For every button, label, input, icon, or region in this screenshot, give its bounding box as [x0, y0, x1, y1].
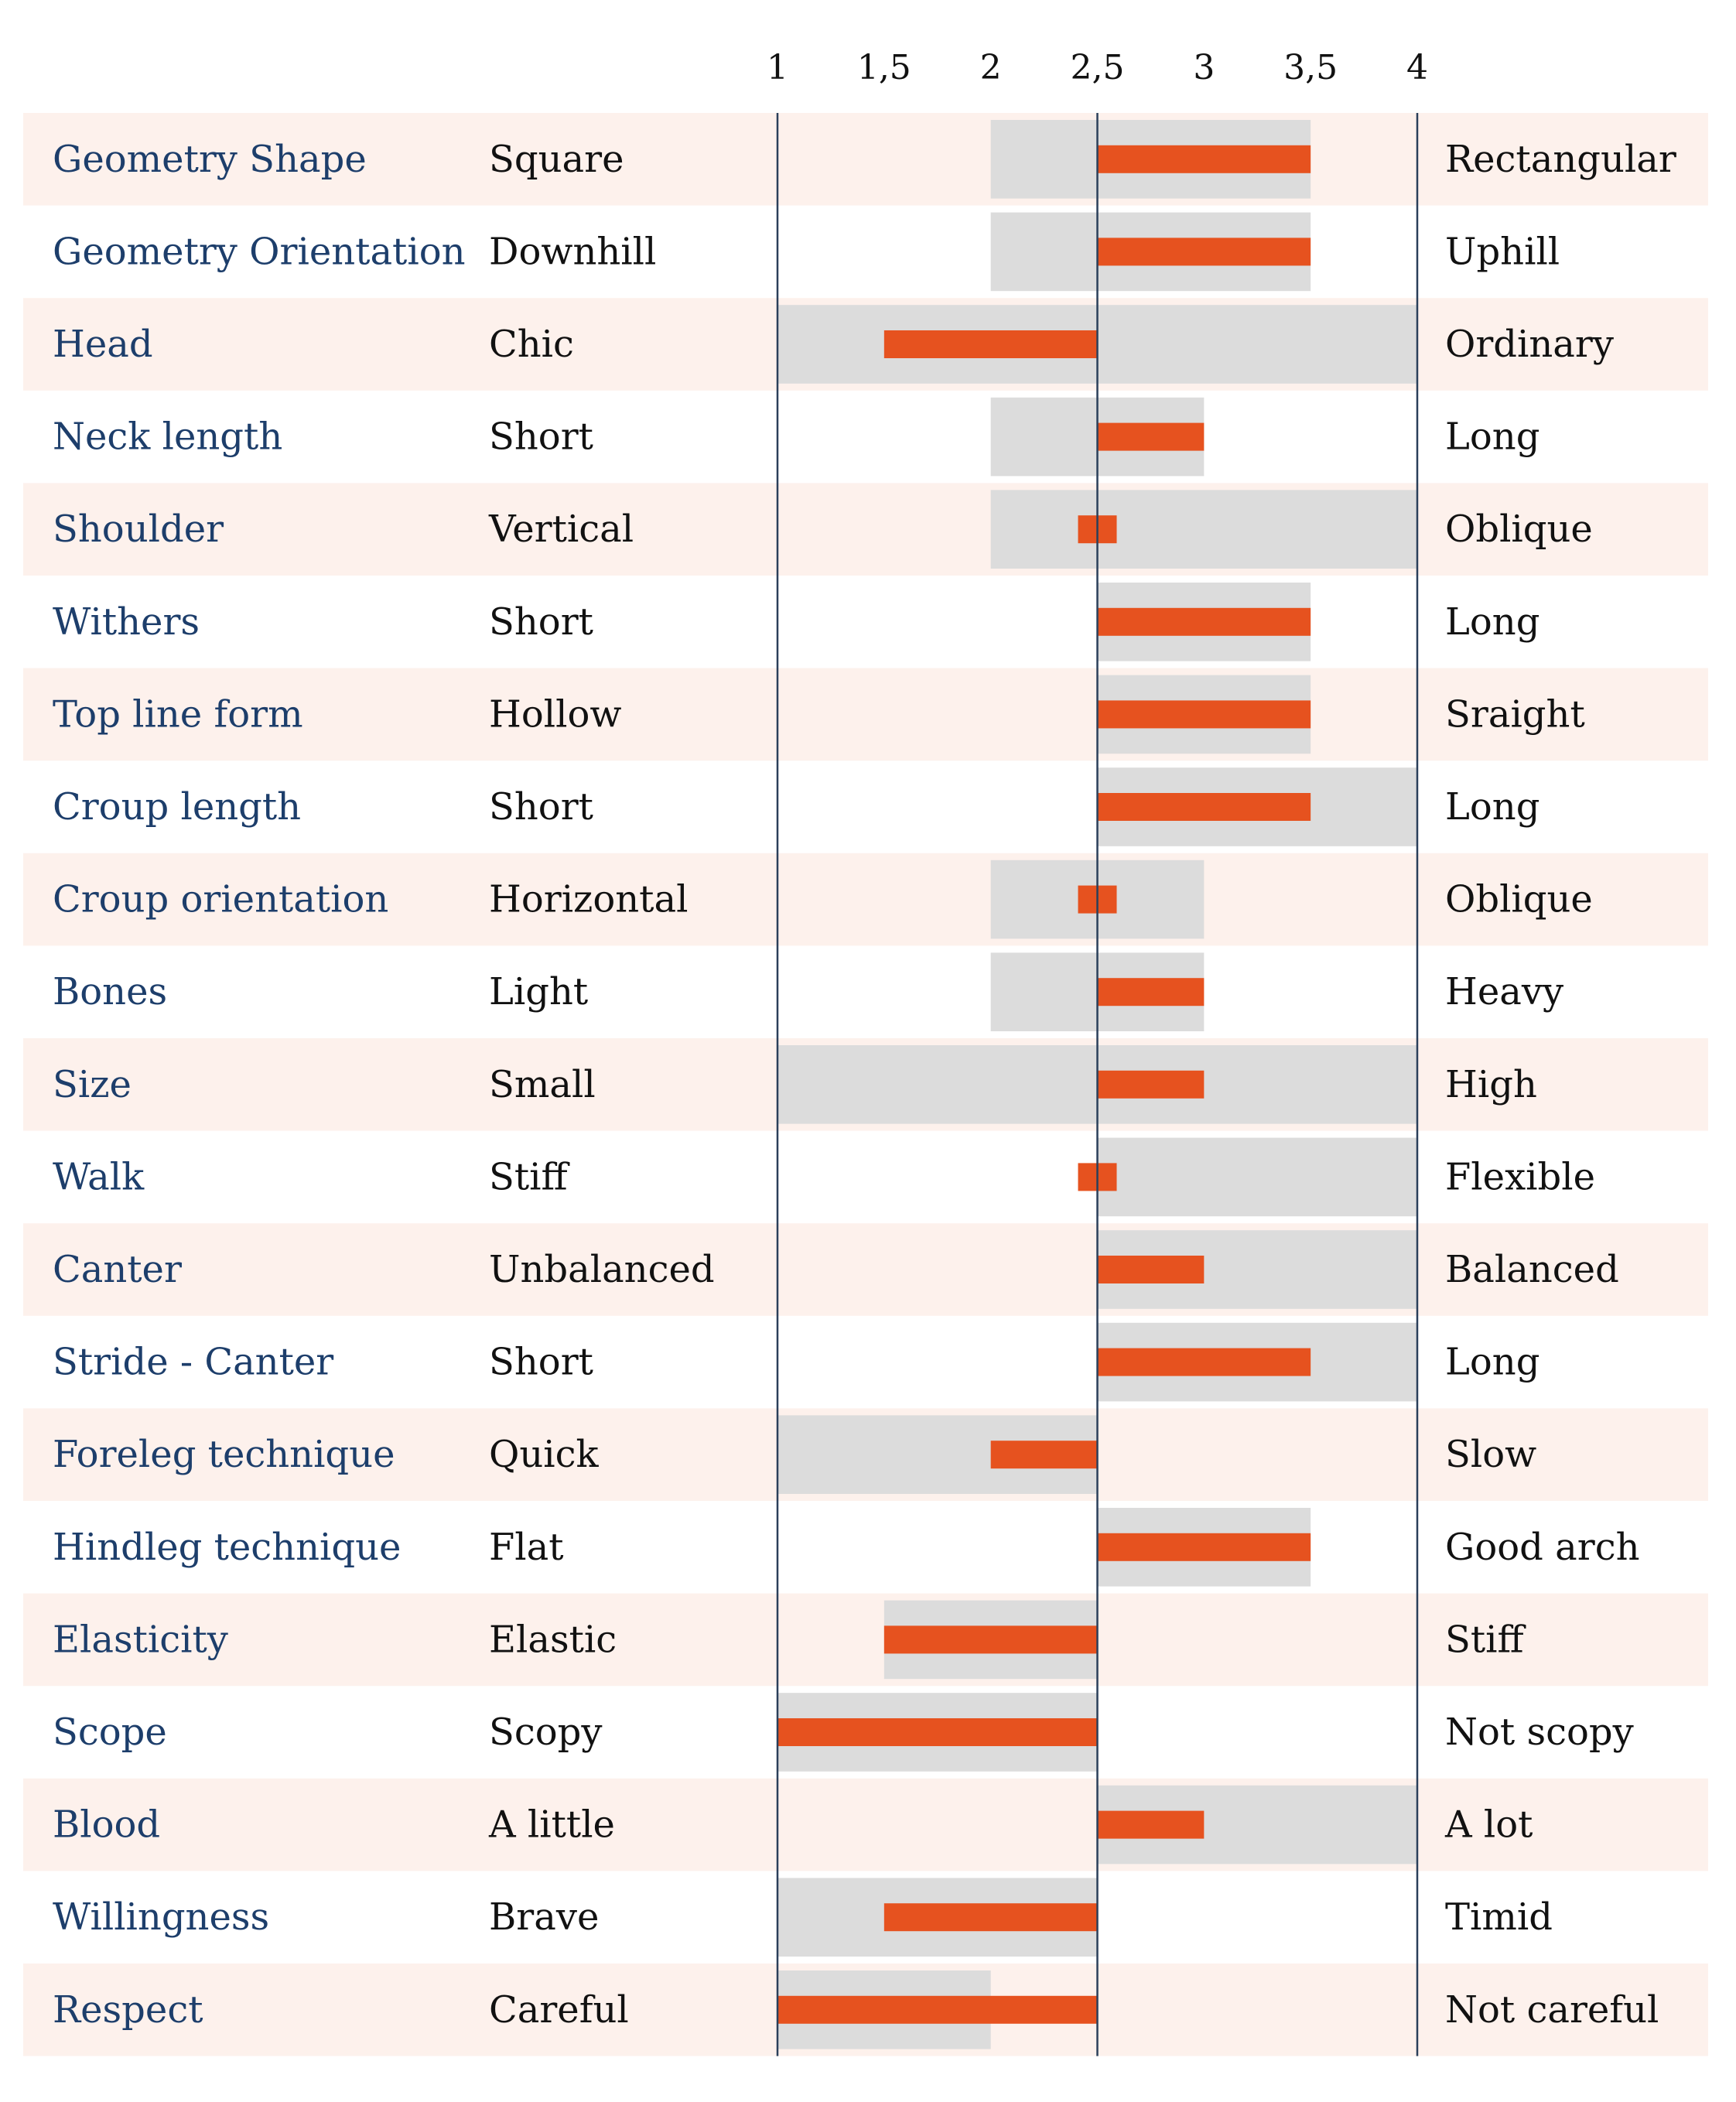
low-end-label: Scopy	[489, 1711, 603, 1754]
trait-label: Head	[53, 323, 153, 366]
high-end-label: Uphill	[1445, 230, 1560, 273]
trait-label: Blood	[53, 1803, 160, 1847]
value-bar	[1097, 793, 1311, 821]
high-end-label: Stiff	[1445, 1618, 1526, 1661]
trait-label: Bones	[53, 970, 167, 1013]
tick-label: 1	[767, 48, 788, 87]
value-bar	[1097, 238, 1311, 266]
value-bar	[1097, 1348, 1311, 1376]
low-end-label: Quick	[489, 1433, 600, 1476]
low-end-label: Elastic	[489, 1618, 617, 1661]
high-end-label: Rectangular	[1445, 138, 1676, 181]
low-end-label: Short	[489, 600, 593, 644]
tick-label: 4	[1406, 48, 1428, 87]
trait-label: Scope	[53, 1711, 167, 1754]
high-end-label: Timid	[1445, 1895, 1553, 1939]
trait-label: Croup orientation	[53, 878, 388, 921]
high-end-label: Heavy	[1445, 970, 1563, 1013]
high-end-label: Balanced	[1445, 1248, 1619, 1291]
range-bar	[990, 490, 1417, 569]
high-end-label: High	[1445, 1063, 1537, 1106]
high-end-label: Oblique	[1445, 878, 1593, 921]
row-band	[23, 1778, 1708, 1871]
trait-label: Top line form	[53, 692, 303, 736]
value-bar	[1097, 700, 1311, 729]
low-end-label: Short	[489, 1341, 593, 1384]
low-end-label: Hollow	[489, 692, 621, 736]
high-end-label: Long	[1445, 415, 1540, 459]
high-end-label: Not careful	[1445, 1988, 1659, 2032]
high-end-label: Good arch	[1445, 1526, 1639, 1569]
trait-label: Canter	[53, 1248, 182, 1291]
high-end-label: A lot	[1444, 1803, 1533, 1847]
row-band	[23, 668, 1708, 761]
value-bar	[883, 330, 1098, 358]
low-end-label: Careful	[489, 1988, 629, 2032]
low-end-label: Light	[489, 970, 588, 1013]
value-bar	[1097, 1533, 1311, 1561]
low-end-label: Flat	[489, 1526, 564, 1569]
trait-label: Neck length	[53, 415, 282, 459]
high-end-label: Long	[1445, 600, 1540, 644]
low-end-label: Stiff	[489, 1155, 570, 1198]
high-end-label: Not scopy	[1445, 1711, 1634, 1754]
low-end-label: Square	[489, 138, 624, 181]
trait-label: Croup length	[53, 785, 301, 829]
low-end-label: Brave	[489, 1895, 599, 1939]
low-end-label: Vertical	[488, 508, 634, 551]
high-end-label: Sraight	[1445, 692, 1585, 736]
high-end-label: Flexible	[1445, 1155, 1595, 1198]
high-end-label: Long	[1445, 785, 1540, 829]
low-end-label: Chic	[489, 323, 574, 366]
trait-label: Walk	[53, 1155, 145, 1198]
row-band	[23, 483, 1708, 576]
trait-label: Withers	[53, 600, 200, 644]
row-band	[23, 853, 1708, 946]
trait-label: Size	[53, 1063, 132, 1106]
row-band	[23, 1223, 1708, 1316]
row-band	[23, 1593, 1708, 1687]
value-bar	[883, 1625, 1098, 1654]
trait-label: Stride - Canter	[53, 1341, 333, 1384]
low-end-label: Small	[489, 1063, 596, 1106]
low-end-label: A little	[488, 1803, 615, 1847]
value-bar	[1097, 1256, 1205, 1283]
range-bar	[1097, 1137, 1417, 1217]
high-end-label: Slow	[1445, 1433, 1536, 1476]
low-end-label: Downhill	[489, 230, 656, 273]
value-bar	[777, 1718, 1098, 1746]
tick-label: 3,5	[1283, 48, 1338, 87]
value-bar	[883, 1903, 1098, 1932]
trait-label: Shoulder	[53, 508, 224, 551]
value-bar	[1097, 145, 1311, 173]
tick-label: 2,5	[1071, 48, 1125, 87]
tick-label: 1,5	[857, 48, 911, 87]
tick-label: 3	[1193, 48, 1215, 87]
trait-label: Elasticity	[53, 1618, 228, 1661]
high-end-label: Ordinary	[1445, 323, 1614, 366]
trait-label: Hindleg technique	[53, 1526, 401, 1569]
value-bar	[1097, 1810, 1205, 1839]
row-band	[23, 113, 1708, 206]
low-end-label: Unbalanced	[489, 1248, 715, 1291]
value-bar	[1097, 607, 1311, 636]
value-bar	[1097, 422, 1205, 451]
trait-label: Geometry Orientation	[53, 230, 466, 273]
low-end-label: Short	[489, 785, 593, 829]
value-bar	[1097, 978, 1205, 1007]
trait-label: Foreleg technique	[53, 1433, 395, 1476]
low-end-label: Horizontal	[489, 878, 688, 921]
trait-label: Respect	[53, 1988, 203, 2032]
high-end-label: Long	[1445, 1341, 1540, 1384]
high-end-label: Oblique	[1445, 508, 1593, 551]
tick-label: 2	[980, 48, 1002, 87]
value-bar	[1097, 1070, 1205, 1099]
value-bar	[990, 1441, 1098, 1469]
low-end-label: Short	[489, 415, 593, 459]
value-bar	[777, 1995, 1098, 2024]
trait-label: Willingness	[53, 1895, 269, 1939]
trait-label: Geometry Shape	[53, 138, 367, 181]
